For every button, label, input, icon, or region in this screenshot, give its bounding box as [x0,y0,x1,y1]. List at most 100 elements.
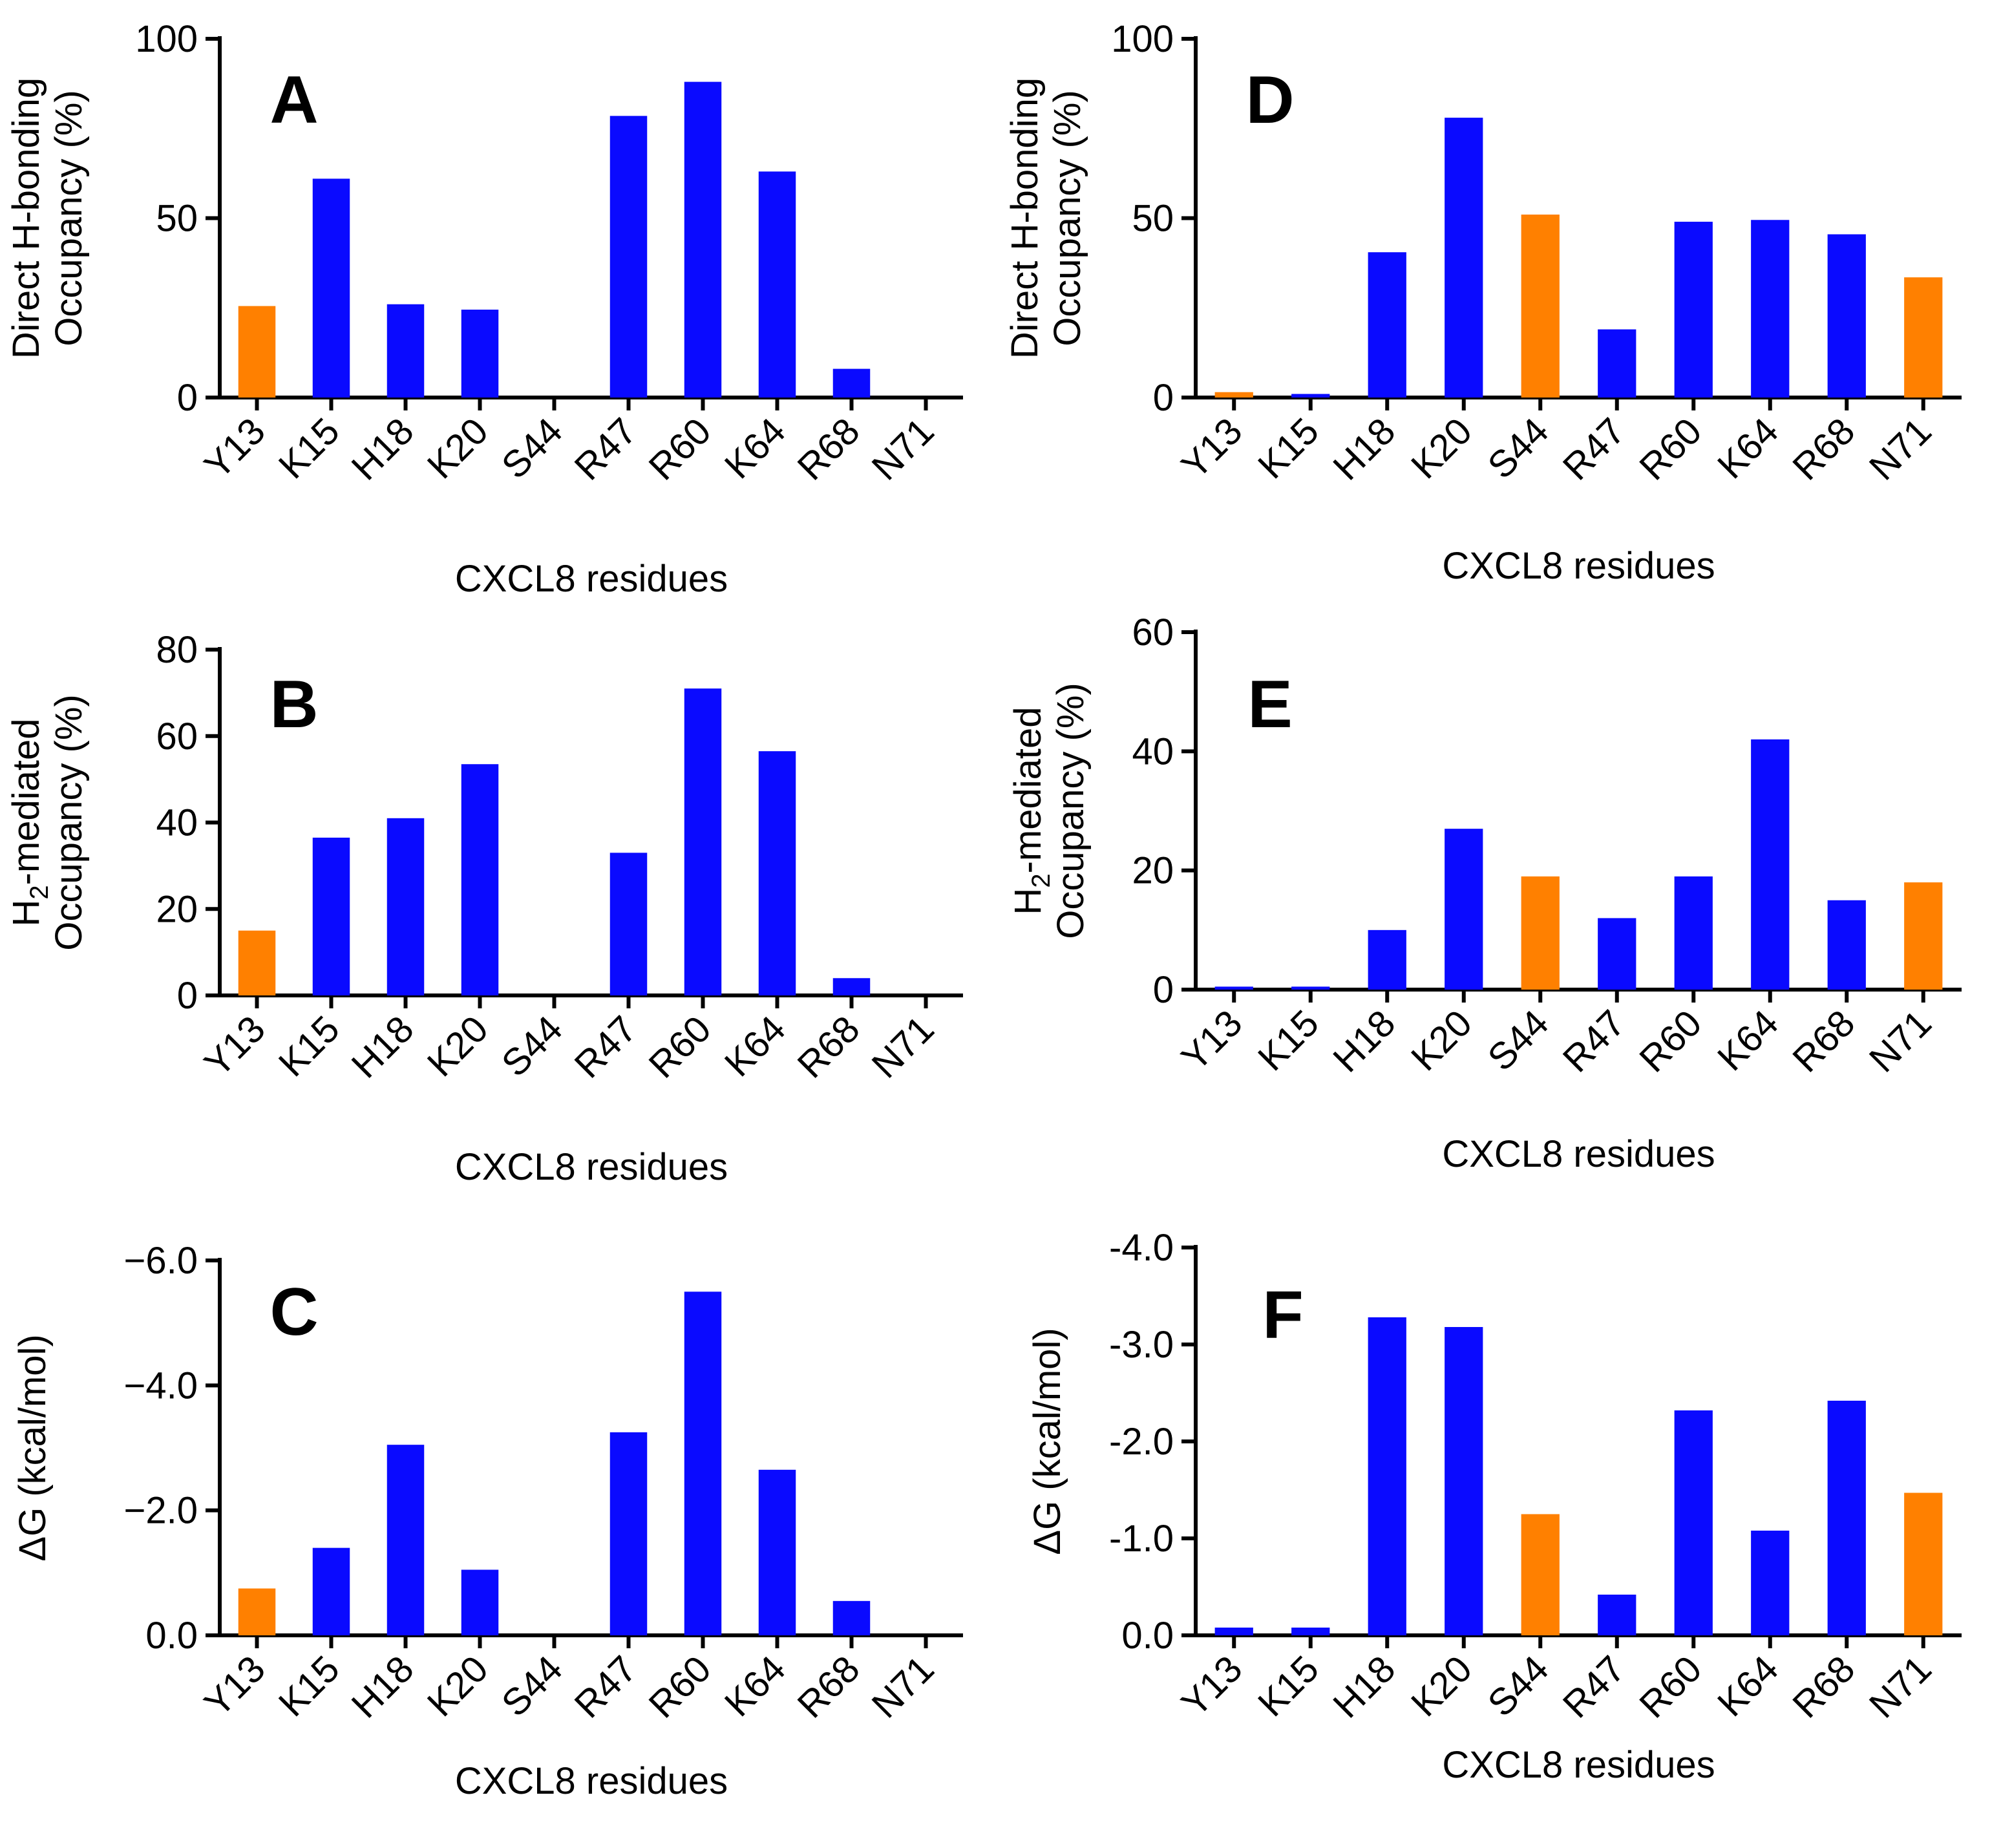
panel-a-x-tick-label: K64 [717,410,794,487]
panel-e-y-tick-label: 40 [1132,730,1174,772]
panel-a-bar-h18 [387,304,425,398]
panel-f-x-title: CXCL8 residues [1442,1744,1715,1786]
panel-c-letter: C [270,1275,318,1350]
panel-f-x-tick-label: R68 [1784,1648,1863,1726]
panel-e-x-tick-label: R68 [1784,1002,1863,1080]
panel-f-y-tick-label: -4.0 [1109,1227,1174,1269]
panel-c-bar-r60 [684,1291,722,1635]
panel-e-bar-r47 [1598,918,1636,990]
panel-d-bar-r47 [1598,329,1636,398]
panel-f-x-tick-label: R60 [1631,1648,1710,1726]
panel-d-x-tick-label: Y13 [1174,410,1251,487]
panel-a-x-tick-label: K20 [419,410,496,487]
panel-d-bar-y13 [1214,392,1253,398]
panel-d-bar-n71 [1904,277,1943,398]
panel-e-bar-r68 [1827,900,1866,990]
panel-b-letter: B [270,667,318,742]
panel-e-x-tick-label: K20 [1403,1002,1480,1079]
panel-c-y-title-line-1: ΔG (kcal/mol) [12,1334,54,1561]
panel-e-x-tick-label: R60 [1631,1002,1710,1080]
panel-f-bar-k64 [1751,1531,1790,1635]
panel-c-x-tick-label: R68 [789,1648,867,1726]
panel-b-bar-k20 [461,764,499,995]
panel-b-x-tick-label: R60 [641,1008,719,1086]
panel-c-y-tick-label: −6.0 [124,1240,198,1282]
panel-d-bar-r60 [1674,222,1713,398]
panel-d-bar-h18 [1368,252,1406,398]
panel-d-x-tick-label: R47 [1555,410,1633,488]
panel-c-x-tick-label: Y13 [196,1648,273,1725]
panel-c-y-tick-label: 0.0 [145,1615,198,1657]
panel-a-x-tick-label: R68 [789,410,867,488]
panel-b-bar-k64 [758,751,796,995]
panel-e-x-title: CXCL8 residues [1442,1133,1715,1175]
panel-c-bar-h18 [387,1445,425,1635]
panel-c: 0.0 −2.0 −4.0 −6.0 Y13K15H18K20S44R47R60K64R… [12,1240,963,1802]
panel-b-y-tick-label: 60 [156,716,198,758]
panel-b-x-title: CXCL8 residues [455,1146,728,1188]
panel-d-y-title-line-1: Direct H-bonding [1004,78,1046,359]
panel-d-bar-k15 [1291,394,1330,398]
panel-a-x-tick-label: R60 [641,410,719,488]
panel-e-letter: E [1247,667,1292,742]
panel-d-bar-k20 [1445,118,1483,398]
panel-f-x-tick-label: K64 [1710,1648,1786,1725]
panel-b-y-tick-label: 80 [156,629,198,671]
panel-b-bar-h18 [387,818,425,995]
panel-a-y-title-line-2: Occupancy (%) [48,90,90,346]
panel-d-x-title: CXCL8 residues [1442,545,1715,587]
panel-f-x-tick-label: K20 [1403,1648,1480,1725]
panel-a-bar-k15 [312,178,350,398]
panel-a-x-tick-label: N71 [863,410,942,488]
panel-d-bar-s44 [1521,214,1560,398]
panel-f-bar-r68 [1827,1401,1866,1635]
panel-d-y-tick-label: 0 [1153,377,1174,419]
panel-a-bar-r68 [832,368,871,398]
panel-e-bar-y13 [1214,986,1253,990]
panel-f-y-title-line-1: ΔG (kcal/mol) [1026,1328,1068,1555]
panel-d-x-tick-label: K64 [1710,410,1786,487]
panel-b-y-title-line-1: H2-mediated [5,718,54,926]
panel-e-bar-h18 [1368,929,1406,990]
panel-f-x-tick-label: S44 [1480,1648,1557,1725]
panel-b-x-tick-label: N71 [863,1008,942,1086]
panel-a-y-title-line-1: Direct H-bonding [5,78,47,359]
panel-b-x-tick-label: K15 [271,1008,348,1085]
panel-e-y-title-line-2: Occupancy (%) [1050,683,1092,939]
panel-c-bar-y13 [238,1588,276,1635]
panel-e-y-tick-label: 20 [1132,850,1174,892]
panel-e-bar-k64 [1751,739,1790,990]
panel-a-bar-y13 [238,306,276,398]
panel-d-bar-r68 [1827,234,1866,398]
panel-d-y-tick-label: 50 [1132,198,1174,240]
panel-c-y-tick-label: −4.0 [124,1365,198,1407]
panel-c-x-tick-label: R47 [566,1648,644,1726]
panel-f-y-tick-label: -1.0 [1109,1518,1174,1560]
panel-b-bar-r47 [609,853,648,995]
panel-c-bar-k64 [758,1469,796,1635]
panel-f-bar-r60 [1674,1410,1713,1635]
panel-b-x-tick-label: H18 [343,1008,421,1086]
panel-f-y-tick-label: -3.0 [1109,1324,1174,1366]
panel-f-y-tick-label: 0.0 [1121,1615,1174,1657]
panel-d-y-title-line-2: Occupancy (%) [1046,90,1088,346]
panel-f-bar-k20 [1445,1327,1483,1635]
panel-f-x-tick-label: R47 [1555,1648,1633,1726]
panel-c-bar-r68 [832,1600,871,1635]
panel-c-x-tick-label: N71 [863,1648,942,1726]
panel-b-x-tick-label: R68 [789,1008,867,1086]
panel-d-x-tick-label: K15 [1250,410,1327,487]
panel-a-x-tick-label: S44 [494,410,571,487]
panel-b-y-tick-label: 40 [156,802,198,844]
panel-f-x-tick-label: Y13 [1174,1648,1251,1725]
panel-b-bar-r68 [832,978,871,995]
panel-f-bar-y13 [1214,1628,1253,1635]
panel-f-letter: F [1262,1278,1304,1353]
panel-e-y-tick-label: 60 [1132,611,1174,653]
panel-e-x-tick-label: S44 [1480,1002,1557,1079]
panel-a-x-title: CXCL8 residues [455,558,728,600]
panel-c-x-tick-label: S44 [494,1648,571,1725]
